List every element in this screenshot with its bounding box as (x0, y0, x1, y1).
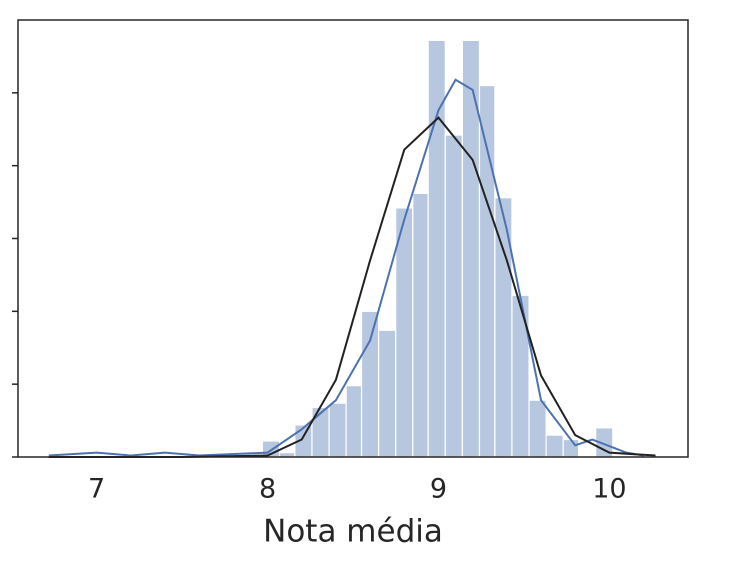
x-tick-label: 9 (430, 474, 447, 505)
x-tick-label: 8 (259, 474, 276, 505)
histogram-bar (494, 197, 513, 458)
histogram-bar (528, 399, 547, 458)
histogram-bar (378, 329, 397, 458)
histogram-bar (444, 134, 463, 458)
histogram-bar (345, 385, 363, 458)
histogram-bar (395, 207, 414, 458)
histogram-bar (478, 84, 496, 458)
x-tick-label: 10 (592, 474, 626, 505)
histogram-bar (328, 402, 347, 458)
histogram-bar (461, 39, 481, 458)
x-axis-label: Nota média (263, 514, 443, 550)
fit-line (48, 116, 656, 458)
x-tick-label: 7 (88, 474, 105, 505)
histogram-bar (412, 192, 429, 458)
kde-line (48, 78, 644, 457)
histogram-bar (511, 294, 530, 458)
histogram-bar (311, 406, 330, 458)
histogram-bar (545, 434, 564, 458)
plot-frame (17, 19, 689, 458)
histogram-bar (562, 438, 580, 458)
histogram-bar (360, 310, 380, 458)
